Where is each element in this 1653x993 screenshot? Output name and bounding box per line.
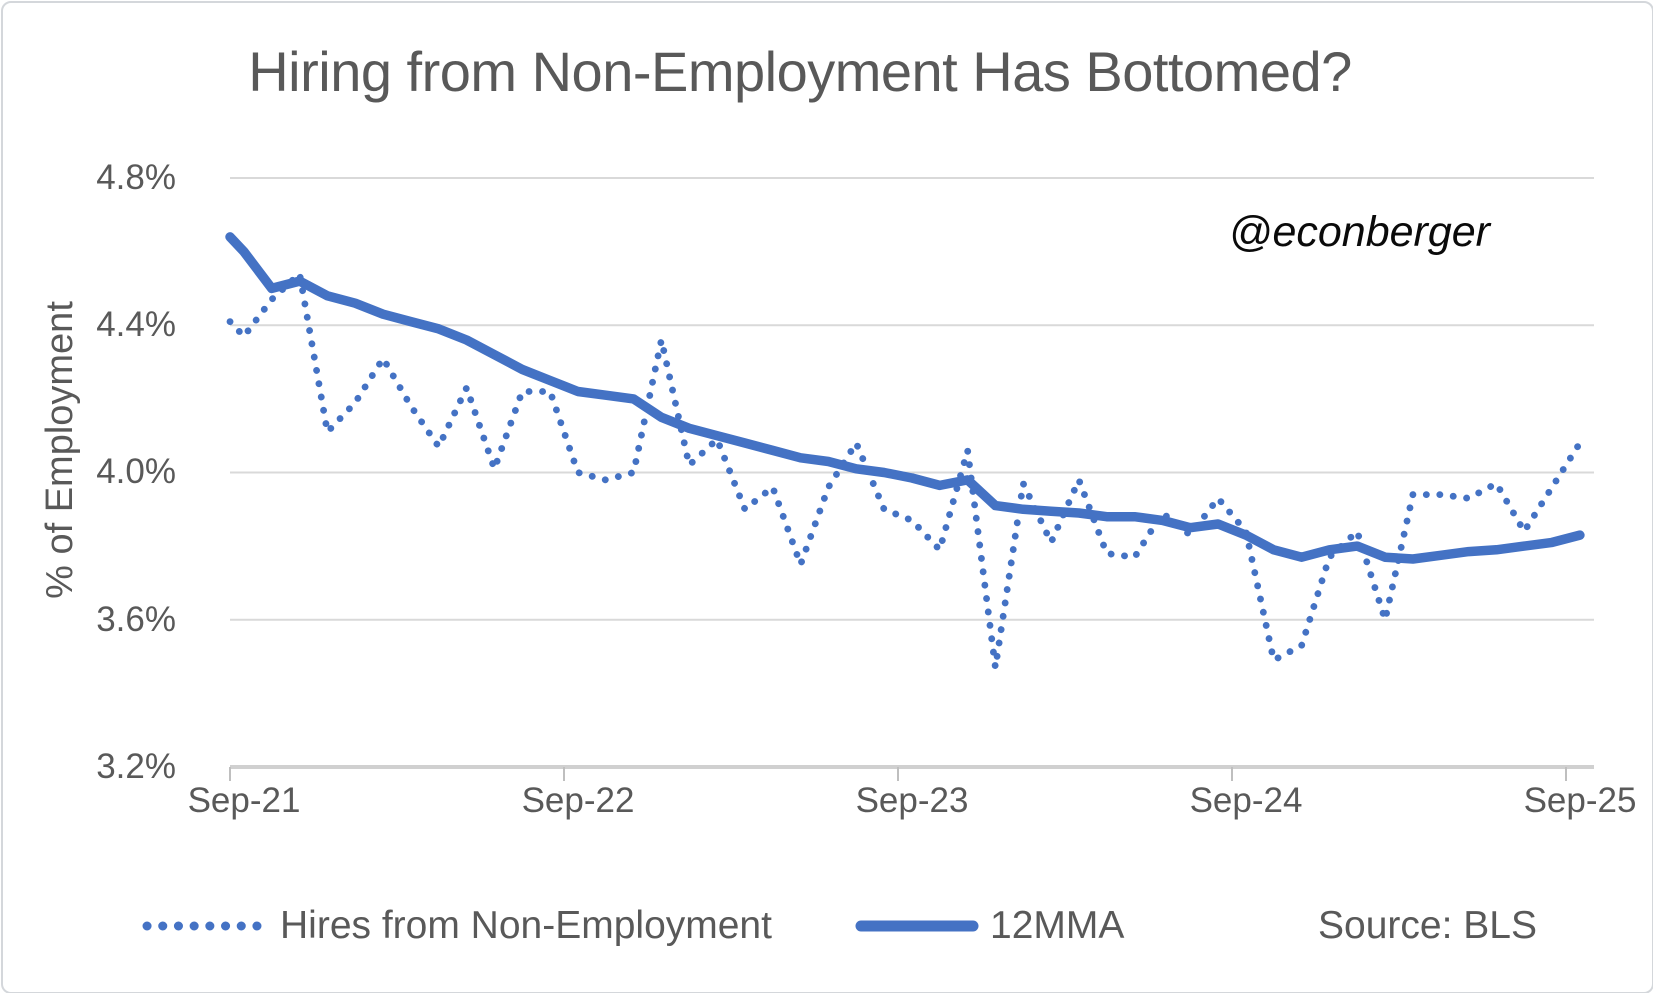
x-tick-label: Sep-24 — [1189, 781, 1303, 820]
y-tick-label: 4.0% — [96, 452, 176, 491]
legend-label-hires: Hires from Non-Employment — [280, 904, 772, 947]
y-tick-label: 4.4% — [96, 305, 176, 344]
y-tick-label: 4.8% — [96, 158, 176, 197]
chart-title: Hiring from Non-Employment Has Bottomed? — [248, 40, 1352, 103]
series-hires-dotted-line — [226, 270, 1584, 671]
source-label: Source: BLS — [1318, 904, 1537, 947]
legend-label-12mma: 12MMA — [990, 904, 1125, 947]
x-tick-label: Sep-22 — [521, 781, 635, 820]
x-tick-label: Sep-21 — [187, 781, 301, 820]
watermark-handle: @econberger — [1228, 208, 1490, 256]
x-tick-label: Sep-25 — [1523, 781, 1637, 820]
x-tick-label: Sep-23 — [855, 781, 969, 820]
y-tick-label: 3.6% — [96, 600, 176, 639]
series-12mma-line — [225, 232, 1585, 564]
legend-swatch-solid — [855, 920, 979, 932]
y-tick-label: 3.2% — [96, 747, 176, 786]
legend-swatch-dotted — [142, 921, 266, 931]
